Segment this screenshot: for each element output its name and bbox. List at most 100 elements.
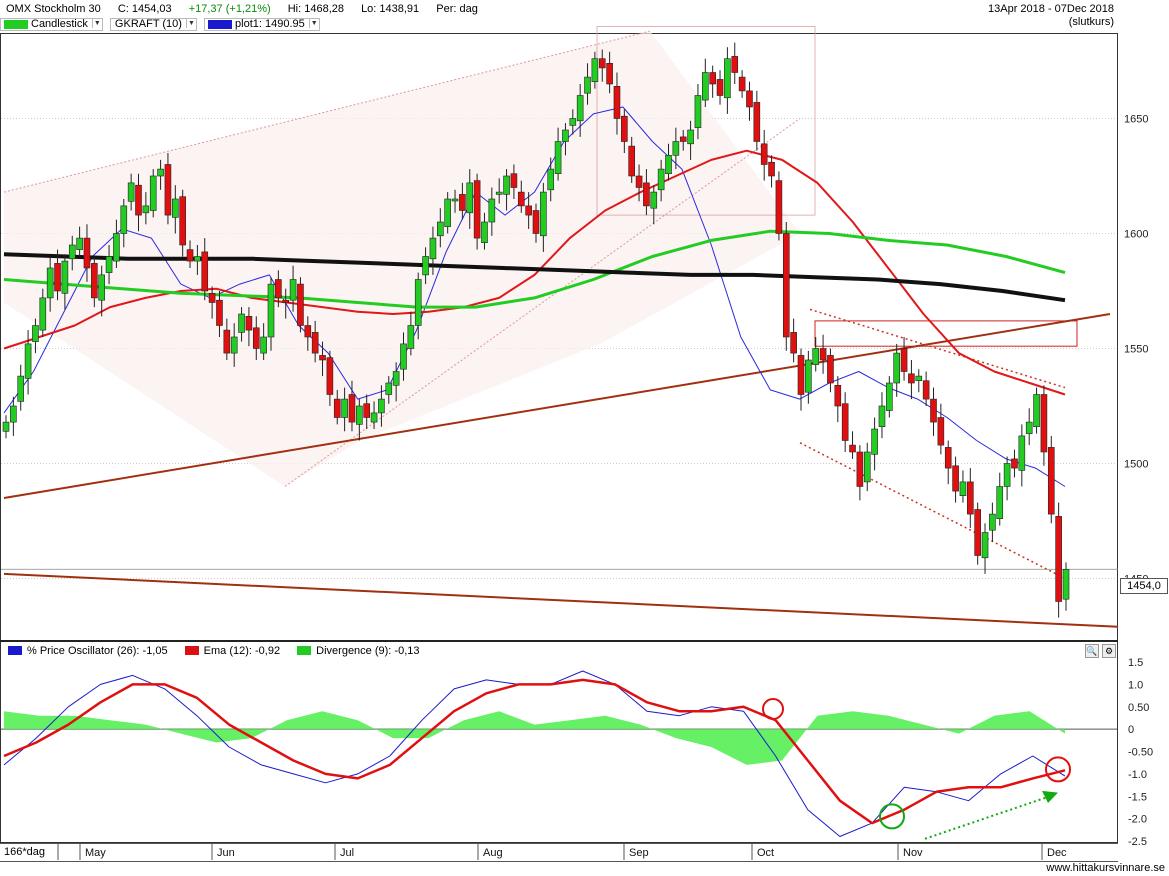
candle-body bbox=[1003, 463, 1011, 487]
candle-body bbox=[657, 168, 665, 191]
candle-body bbox=[517, 191, 525, 207]
candle-body bbox=[665, 155, 672, 175]
oscillator-tick-label: -0.50 bbox=[1128, 747, 1153, 759]
change-value: +17,37 (+1,21%) bbox=[188, 3, 271, 15]
ma-line-ema-20 bbox=[3, 149, 1066, 396]
candle-body bbox=[238, 313, 245, 333]
candle-body bbox=[157, 168, 164, 177]
candle-body bbox=[172, 198, 179, 218]
oscillator-legend: % Price Oscillator (26): -1,05 Ema (12):… bbox=[8, 645, 433, 657]
oscillator-axis-ticks: 1.5 1.0 0.50 0 -0.50 -1.0 -1.5 -2.0 -2.5 bbox=[1128, 657, 1153, 848]
candle-body bbox=[554, 141, 562, 175]
candle-body bbox=[76, 237, 83, 250]
candle-body bbox=[267, 283, 275, 338]
legend-plot1[interactable]: plot1: 1490.95 ▼ bbox=[204, 18, 320, 31]
legend-candlestick[interactable]: Candlestick ▼ bbox=[0, 18, 103, 31]
candle-body bbox=[576, 95, 584, 122]
candle-body bbox=[356, 405, 363, 425]
candle-body bbox=[179, 196, 186, 246]
bullish-cross-marker bbox=[879, 803, 905, 830]
oscillator-tick-label: -1.0 bbox=[1128, 769, 1147, 781]
candle-body bbox=[451, 198, 459, 202]
candle-body bbox=[459, 194, 466, 211]
candle-body bbox=[635, 175, 643, 188]
candle-body bbox=[1033, 394, 1040, 428]
price-tick-label: 1600 bbox=[1124, 229, 1148, 241]
candle-body bbox=[495, 191, 503, 195]
candle-body bbox=[127, 182, 135, 202]
candle-body bbox=[39, 297, 47, 331]
candle-body bbox=[863, 451, 871, 483]
legend-ema-label: Ema (12): -0,92 bbox=[203, 645, 281, 657]
ppo-line bbox=[3, 670, 1066, 837]
candle-body bbox=[208, 292, 216, 303]
candle-body bbox=[753, 102, 761, 142]
candle-body bbox=[819, 348, 827, 361]
candle-body bbox=[17, 375, 25, 402]
legend-plot1-label: plot1: 1490.95 bbox=[235, 18, 305, 30]
legend-gkraft-label: GKRAFT (10) bbox=[114, 18, 182, 30]
chevron-down-icon[interactable]: ▼ bbox=[308, 19, 319, 28]
date-range-text: 13Apr 2018 - 07Dec 2018 bbox=[988, 3, 1114, 15]
candle-body bbox=[24, 343, 32, 379]
candle-body bbox=[91, 263, 98, 299]
candle-body bbox=[98, 274, 105, 301]
candle-body bbox=[392, 371, 400, 386]
instrument-name: OMX Stockholm 30 bbox=[6, 3, 101, 15]
candle-body bbox=[562, 129, 569, 142]
candle-body bbox=[900, 348, 908, 372]
settings-icon[interactable]: ⚙ bbox=[1102, 644, 1116, 658]
candle-body bbox=[510, 173, 518, 188]
candle-body bbox=[540, 191, 547, 237]
timeframe-label[interactable]: 166*dag bbox=[4, 846, 45, 858]
candle-body bbox=[348, 394, 356, 423]
candle-body bbox=[790, 332, 797, 354]
candle-body bbox=[304, 325, 312, 338]
legend-gkraft[interactable]: GKRAFT (10) ▼ bbox=[109, 18, 197, 31]
oscillator-tick-label: -2.5 bbox=[1128, 836, 1147, 848]
month-label: Aug bbox=[483, 847, 503, 859]
candle-body bbox=[105, 256, 113, 273]
date-range: 13Apr 2018 - 07Dec 2018 (slutkurs) bbox=[988, 3, 1114, 29]
candle-body bbox=[186, 249, 194, 262]
zoom-icon[interactable]: 🔍 bbox=[1085, 644, 1099, 658]
moving-averages bbox=[3, 106, 1066, 487]
price-type: (slutkurs) bbox=[1068, 16, 1114, 28]
candle-body bbox=[1018, 435, 1026, 471]
candle-body bbox=[326, 357, 334, 395]
candle-body bbox=[414, 279, 422, 326]
candle-body bbox=[370, 412, 378, 423]
candle-body bbox=[621, 115, 628, 142]
candle-body bbox=[878, 405, 886, 428]
candle-body bbox=[959, 481, 967, 496]
topping-box bbox=[596, 26, 816, 216]
candle-body bbox=[363, 403, 370, 418]
time-axis: 166*dag bbox=[0, 843, 1118, 862]
plot1-swatch bbox=[208, 20, 233, 29]
chevron-down-icon[interactable]: ▼ bbox=[185, 19, 196, 28]
candle-body bbox=[694, 95, 702, 129]
candle-body bbox=[834, 384, 842, 407]
candle-body bbox=[275, 279, 282, 299]
candle-body bbox=[2, 421, 10, 432]
candle-body bbox=[473, 180, 481, 239]
rising-channel-bottom bbox=[284, 118, 801, 487]
legend-ema: Ema (12): -0,92 bbox=[184, 645, 281, 657]
candle-body bbox=[827, 355, 834, 384]
month-label: Oct bbox=[757, 847, 774, 859]
oscillator-panel bbox=[1, 670, 1117, 840]
candle-body bbox=[672, 141, 680, 156]
candle-body bbox=[569, 118, 577, 126]
month-label: May bbox=[85, 847, 106, 859]
candle-body bbox=[135, 184, 142, 216]
period-value: Per: dag bbox=[436, 3, 478, 15]
chevron-down-icon[interactable]: ▼ bbox=[91, 19, 102, 28]
candle-body bbox=[849, 444, 856, 453]
oscillator-tick-label: 1.0 bbox=[1128, 679, 1143, 691]
candle-body bbox=[716, 79, 724, 96]
candle-body bbox=[54, 263, 61, 292]
candle-body bbox=[422, 256, 429, 276]
candle-body bbox=[974, 509, 981, 556]
ma-line-ma-200 bbox=[3, 252, 1066, 303]
